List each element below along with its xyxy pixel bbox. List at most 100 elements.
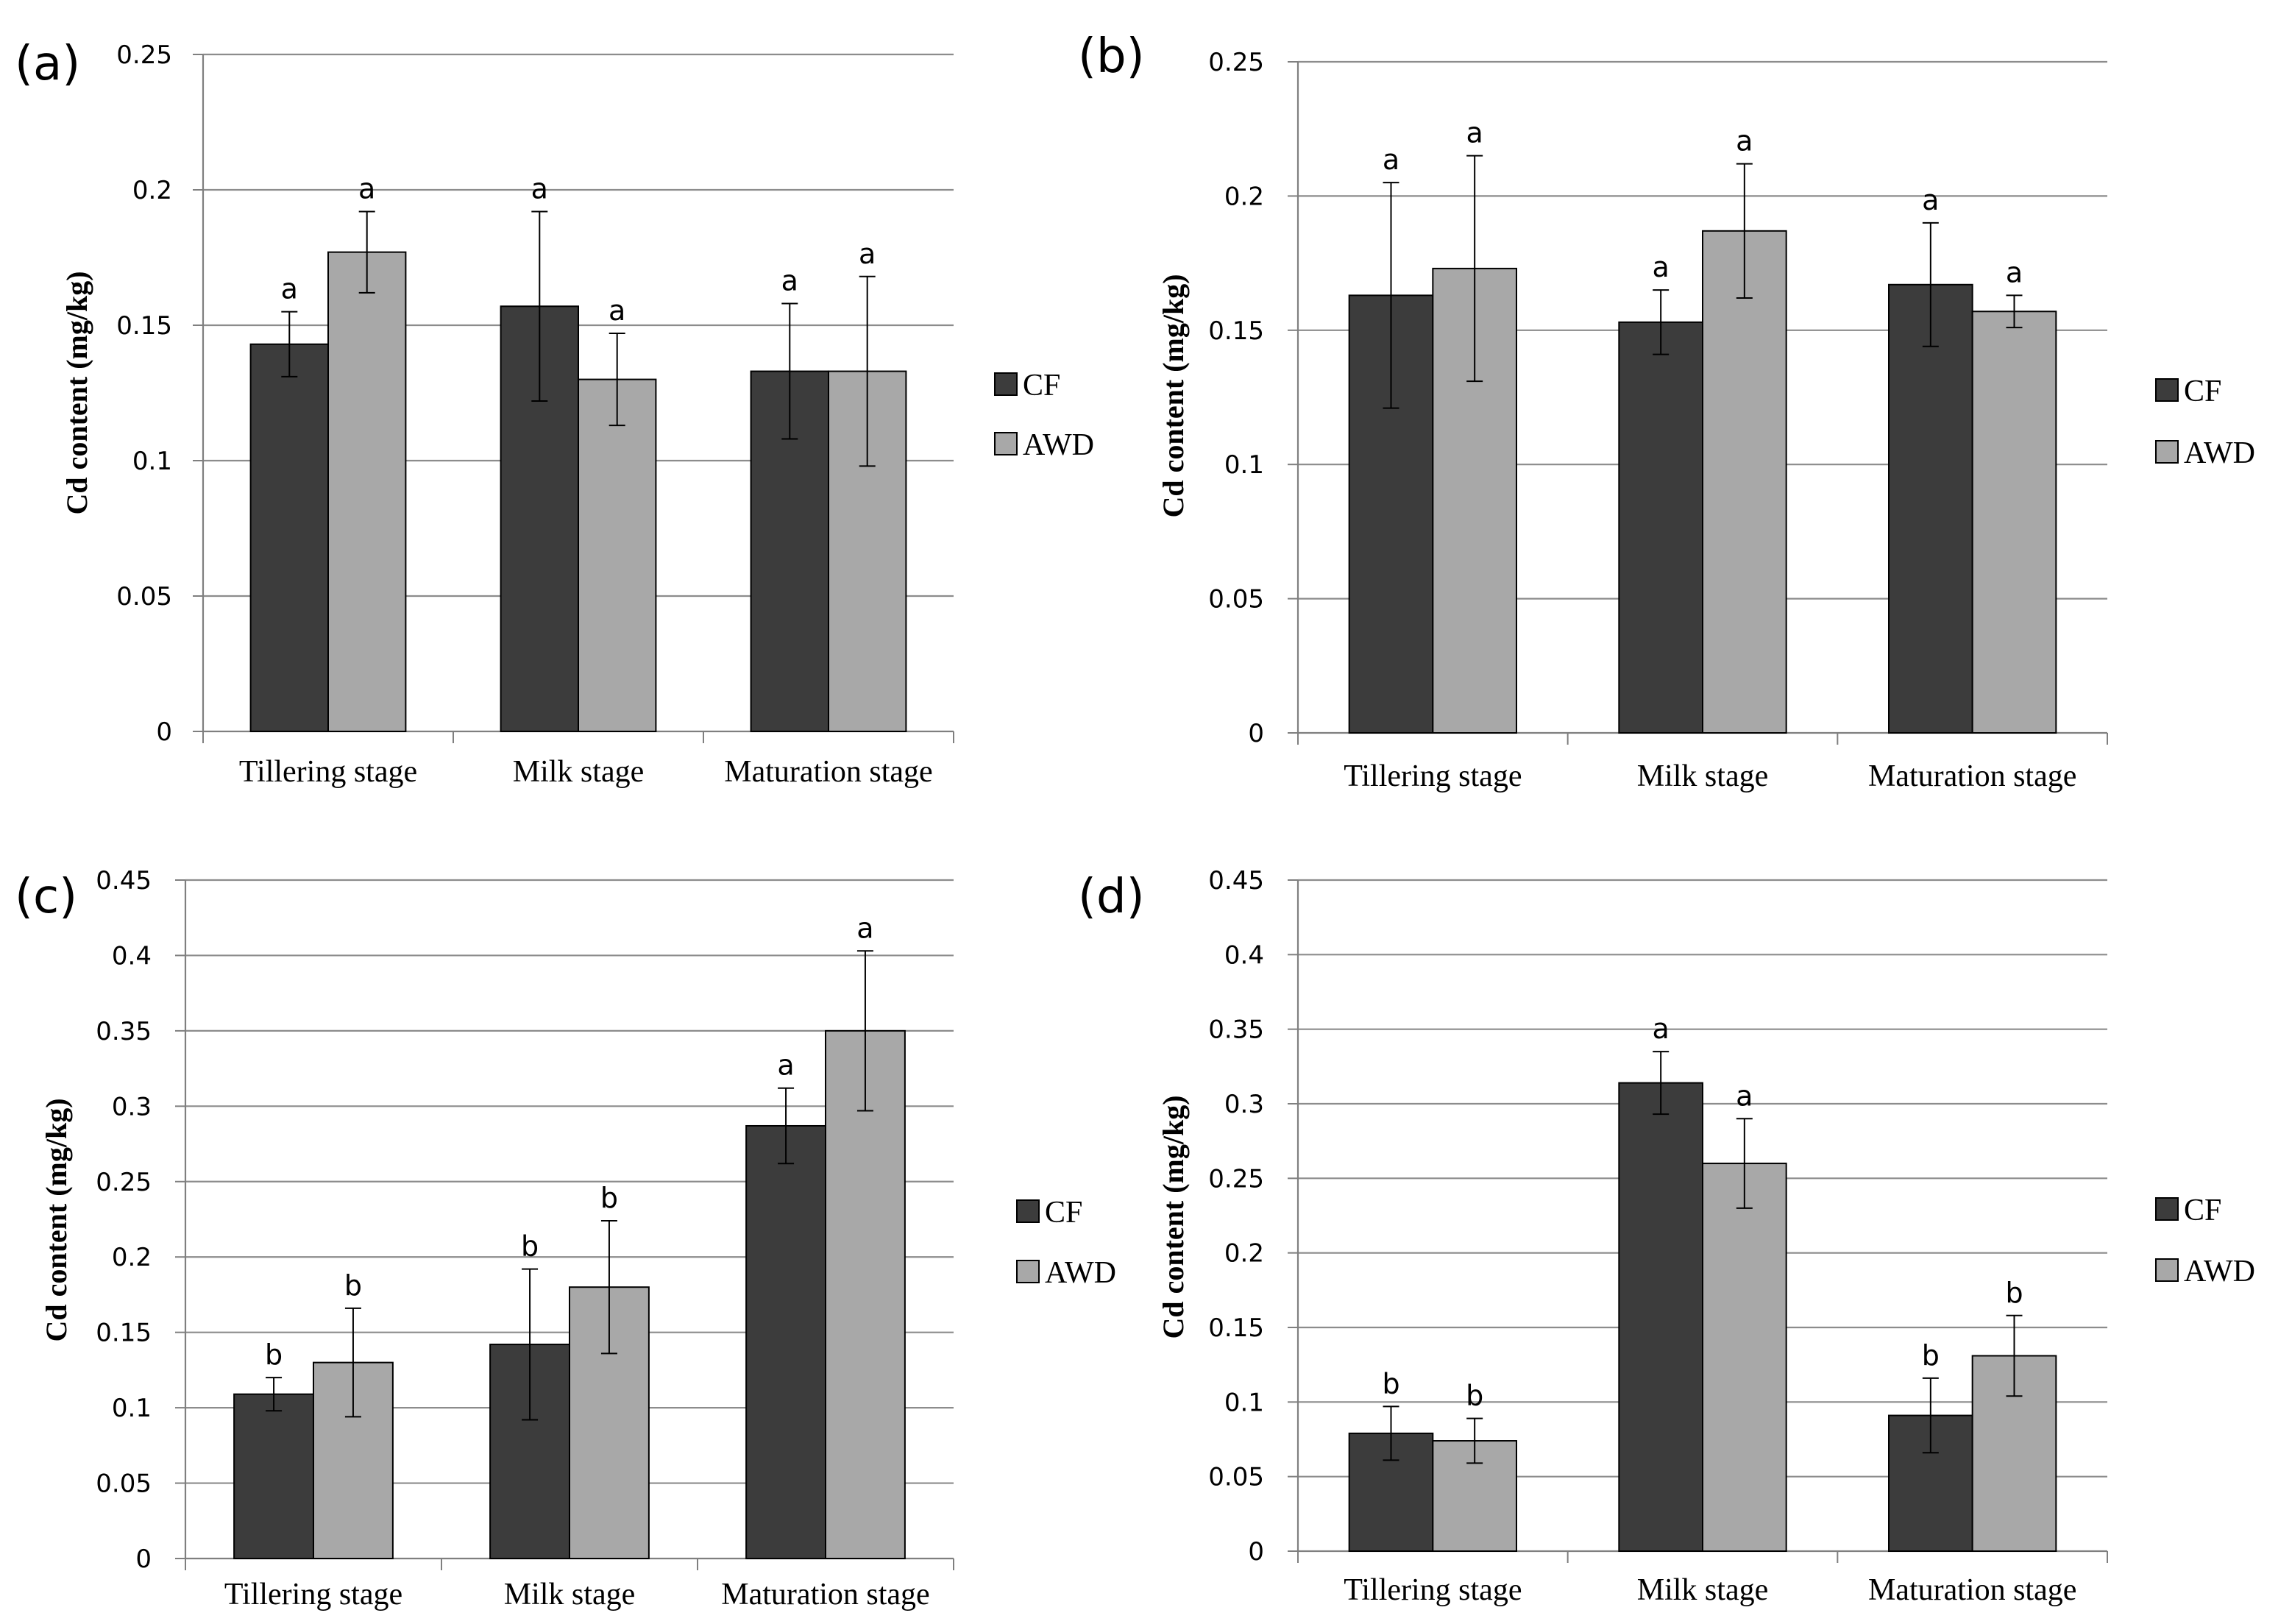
bar-cf [1888, 283, 1973, 734]
significance-letter: a [1383, 143, 1399, 176]
legend-label-awd: AWD [2184, 1255, 2255, 1288]
legend-swatch-cf [1016, 1199, 1040, 1223]
y-tick-label: 0.15 [96, 1319, 152, 1348]
y-tick-label: 0.4 [1224, 940, 1264, 970]
y-axis-title: Cd content (mg/kg) [40, 1098, 73, 1341]
x-category-label: Tillering stage [1344, 759, 1522, 793]
y-tick-label: 0.3 [1224, 1090, 1264, 1119]
legend-label-awd: AWD [1045, 1256, 1116, 1290]
x-category-label: Maturation stage [724, 755, 932, 789]
y-tick-label: 0.45 [1208, 866, 1264, 896]
x-category-label: Milk stage [1637, 759, 1768, 793]
significance-letter: a [1736, 1079, 1753, 1112]
y-tick-label: 0.05 [96, 1469, 152, 1499]
y-tick-label: 0 [135, 1545, 152, 1574]
legend-label-cf: CF [1045, 1196, 1082, 1230]
y-tick-label: 0.2 [1224, 182, 1264, 211]
significance-letter: a [1922, 184, 1939, 216]
y-tick-label: 0.1 [1224, 450, 1264, 480]
significance-letter: b [1382, 1367, 1399, 1400]
panel-label: (b) [1078, 29, 1145, 84]
significance-letter: b [1922, 1339, 1940, 1372]
significance-letter: a [859, 238, 876, 270]
bar-cf [1618, 1082, 1703, 1553]
x-category-label: Maturation stage [721, 1578, 929, 1611]
y-tick-label: 0 [1248, 719, 1264, 748]
significance-letter: b [521, 1230, 539, 1263]
x-category-label: Milk stage [1637, 1573, 1768, 1607]
y-tick-label: 0.05 [1208, 1463, 1264, 1492]
legend-swatch-cf [2155, 1197, 2179, 1221]
bar-cf [249, 343, 330, 732]
significance-letter: a [1736, 125, 1753, 157]
y-axis-title: Cd content (mg/kg) [60, 271, 93, 514]
x-category-label: Tillering stage [1344, 1573, 1522, 1607]
y-tick-label: 0.25 [96, 1168, 152, 1197]
y-axis-title: Cd content (mg/kg) [1157, 1095, 1190, 1338]
y-tick-label: 0 [1248, 1537, 1264, 1567]
y-tick-label: 0.25 [116, 40, 172, 70]
x-category-label: Maturation stage [1868, 759, 2076, 793]
legend-swatch-cf [994, 372, 1018, 396]
bar-awd [1971, 311, 2057, 734]
significance-letter: b [1466, 1380, 1483, 1412]
y-tick-label: 0 [156, 717, 172, 747]
legend-swatch-cf [2155, 378, 2179, 402]
significance-letter: b [600, 1182, 618, 1214]
legend-label-awd: AWD [2184, 436, 2255, 470]
y-tick-label: 0.15 [1208, 316, 1264, 346]
x-category-label: Milk stage [504, 1578, 635, 1611]
significance-letter: a [777, 1049, 794, 1082]
bar-awd [578, 378, 657, 732]
bar-awd [1702, 1163, 1787, 1552]
y-tick-label: 0.15 [116, 311, 172, 341]
bar-cf [1618, 321, 1703, 734]
legend-label-awd: AWD [1023, 428, 1094, 462]
legend-label-cf: CF [2184, 1194, 2221, 1227]
panel-label: (d) [1078, 870, 1145, 924]
y-tick-label: 0.2 [132, 176, 172, 205]
y-tick-label: 0.45 [96, 866, 152, 896]
y-tick-label: 0.3 [112, 1092, 152, 1121]
significance-letter: a [281, 273, 298, 305]
y-tick-label: 0.2 [1224, 1239, 1264, 1269]
panel-label: (a) [15, 37, 80, 91]
legend-swatch-awd [2155, 440, 2179, 464]
significance-letter: a [1653, 251, 1670, 283]
y-axis-title: Cd content (mg/kg) [1157, 274, 1190, 517]
legend-label-cf: CF [1023, 369, 1060, 403]
legend-swatch-awd [2155, 1258, 2179, 1282]
chart-panel-b: (b) Cd content (mg/kg) 0 0.05 0.1 0.15 0.2 0.25… [1078, 29, 2255, 793]
y-tick-label: 0.4 [112, 941, 152, 971]
legend-swatch-awd [1016, 1260, 1040, 1283]
significance-letter: b [2005, 1277, 2023, 1309]
y-tick-label: 0.1 [132, 447, 172, 476]
y-tick-label: 0.2 [112, 1243, 152, 1272]
y-tick-label: 0.05 [116, 582, 172, 611]
significance-letter: a [856, 912, 873, 944]
y-tick-label: 0.25 [1208, 48, 1264, 77]
significance-letter: b [344, 1269, 362, 1302]
chart-panel-a: (a) Cd content (mg/kg) 0 0.05 0.1 0.15 0.2 0.25… [15, 37, 1094, 789]
x-category-label: Maturation stage [1868, 1573, 2076, 1607]
significance-letter: a [609, 294, 625, 327]
bar-cf [233, 1393, 314, 1560]
y-tick-label: 0.05 [1208, 585, 1264, 614]
bar-cf [745, 1124, 826, 1559]
x-category-label: Tillering stage [224, 1578, 402, 1611]
bar-awd [327, 251, 407, 732]
y-tick-label: 0.35 [1208, 1015, 1264, 1045]
chart-panel-c: (c) Cd content (mg/kg) 0 0.05 0.1 0.15 0.2 0.25… [15, 866, 1116, 1611]
significance-letter: a [2006, 256, 2023, 288]
x-category-label: Tillering stage [239, 755, 417, 789]
y-tick-label: 0.1 [1224, 1388, 1264, 1417]
significance-letter: a [531, 172, 548, 205]
legend-swatch-awd [994, 432, 1018, 455]
y-tick-label: 0.35 [96, 1017, 152, 1046]
significance-letter: a [1466, 117, 1483, 149]
x-category-label: Milk stage [513, 755, 644, 789]
significance-letter: a [781, 265, 798, 297]
chart-panel-d: (d) Cd content (mg/kg) 0 0.05 0.1 0.15 0.2 0.25… [1078, 866, 2255, 1607]
y-tick-label: 0.15 [1208, 1313, 1264, 1343]
bar-awd [1702, 230, 1787, 734]
